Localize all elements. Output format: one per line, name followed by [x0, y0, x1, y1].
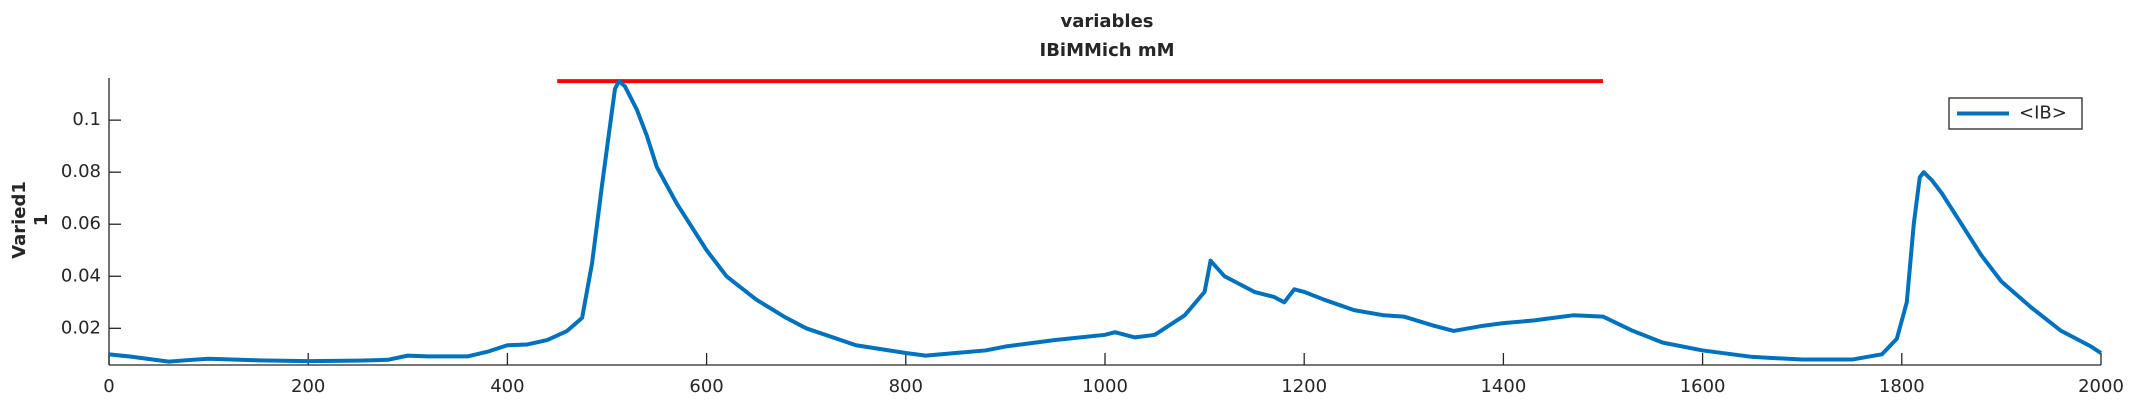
chart-title: variables [1060, 11, 1153, 32]
y-axis-label: Varied1 [9, 181, 30, 259]
y-tick-label: 0.06 [61, 213, 101, 234]
x-tick-label: 1800 [1879, 376, 1925, 397]
chart-title: IBiMMich mM [1040, 40, 1175, 61]
x-tick-label: 200 [291, 376, 325, 397]
series-line [108, 79, 2103, 364]
x-tick-label: 1200 [1281, 376, 1327, 397]
y-tick-label: 0.02 [61, 317, 101, 338]
x-tick-label: 1600 [1680, 376, 1726, 397]
y-axis-label: 1 [31, 214, 52, 227]
x-tick-label: 400 [490, 376, 524, 397]
x-tick-label: 1000 [1082, 376, 1128, 397]
legend-label: <IB> [2019, 103, 2067, 124]
y-tick-label: 0.1 [72, 109, 101, 130]
x-tick-label: 0 [103, 376, 114, 397]
x-tick-label: 600 [689, 376, 723, 397]
y-tick-label: 0.04 [61, 265, 101, 286]
x-tick-label: 2000 [2078, 376, 2124, 397]
x-tick-label: 1400 [1480, 376, 1526, 397]
y-tick-label: 0.08 [61, 161, 101, 182]
x-tick-label: 800 [889, 376, 923, 397]
